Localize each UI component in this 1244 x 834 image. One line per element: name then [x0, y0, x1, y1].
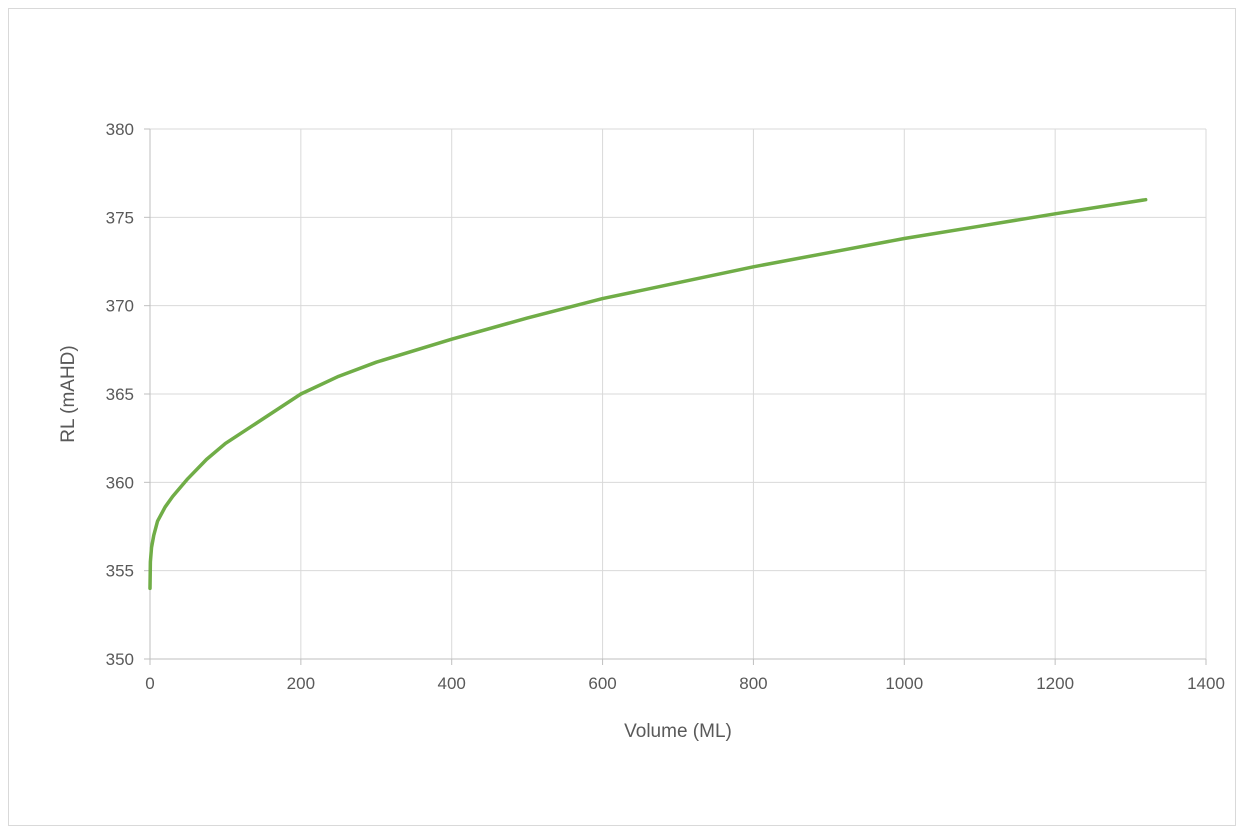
y-tick-label: 375	[106, 208, 134, 227]
y-tick-label: 350	[106, 650, 134, 669]
tick-labels: 350 355 360 365 370 375 380 0 200 400 600 800 1000 12…	[106, 120, 1225, 693]
y-tick-label: 365	[106, 385, 134, 404]
x-tick-label: 1000	[885, 674, 923, 693]
x-tick-label: 1400	[1187, 674, 1225, 693]
x-tick-label: 1200	[1036, 674, 1074, 693]
gridlines	[150, 128, 1207, 659]
chart-area	[8, 8, 1236, 826]
x-tick-label: 0	[145, 674, 154, 693]
x-axis-title: Volume (ML)	[624, 721, 732, 742]
x-tick-label: 600	[588, 674, 616, 693]
y-tick-label: 355	[106, 562, 134, 581]
x-tick-label: 800	[739, 674, 767, 693]
series-line	[148, 197, 1148, 591]
y-tick-label: 370	[106, 297, 134, 316]
y-tick-label: 360	[106, 473, 134, 492]
y-tick-label: 380	[106, 120, 134, 139]
x-tick-label: 400	[438, 674, 466, 693]
axes	[144, 128, 1207, 665]
series-layer	[148, 197, 1148, 591]
y-axis-title: RL (mAHD)	[58, 345, 79, 442]
x-tick-label: 200	[287, 674, 315, 693]
